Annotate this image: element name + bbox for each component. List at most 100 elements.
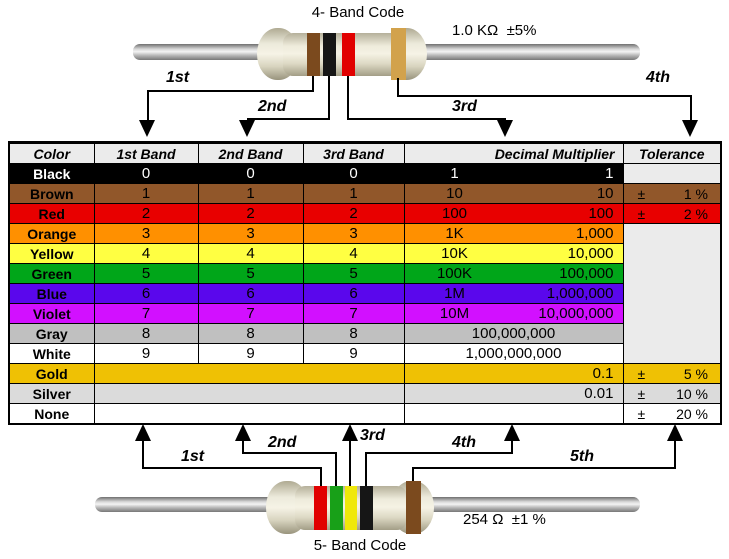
band3-cell: 0 xyxy=(302,163,405,184)
multiplier-shorthand: 10K xyxy=(441,245,468,262)
tolerance-wrap: ±5 % xyxy=(624,365,720,382)
band1-cell: 0 xyxy=(93,163,199,184)
arrow-line xyxy=(142,467,322,469)
band3-cell: 5 xyxy=(302,263,405,284)
merged-band-cell xyxy=(93,363,405,384)
band1-cell: 5 xyxy=(93,263,199,284)
multiplier-cell: 100,000,000 xyxy=(403,323,624,344)
multiplier-cell: 100K 100,000 xyxy=(403,263,624,284)
band1-cell: 4 xyxy=(93,243,199,264)
arrow-head-icon xyxy=(682,120,698,137)
multiplier-split: 100K 100,000 xyxy=(405,265,622,282)
arrow-line xyxy=(349,439,351,486)
tolerance-empty-cell xyxy=(622,223,722,364)
band2-cell: 4 xyxy=(197,243,304,264)
multiplier-cell: 1K 1,000 xyxy=(403,223,624,244)
color-name-cell: White xyxy=(8,343,95,364)
multiplier-cell: 10 10 xyxy=(403,183,624,204)
merged-band-cell xyxy=(93,383,405,404)
multiplier-shorthand: 1K xyxy=(445,225,464,242)
color-band-yellow xyxy=(345,486,357,530)
band3-cell: 3 xyxy=(302,223,405,244)
tolerance-wrap: ±2 % xyxy=(624,205,720,222)
header-color: Color xyxy=(8,142,95,164)
row-orange: Orange 3 3 3 1K 1,000 xyxy=(8,223,722,364)
multiplier-split: 10 10 xyxy=(405,185,622,202)
tolerance-sign: ± xyxy=(637,205,646,222)
tolerance-cell: ±5 % xyxy=(622,363,722,384)
color-name-cell: Black xyxy=(8,163,95,184)
arrow-head-icon xyxy=(239,120,255,137)
arrow-line xyxy=(312,76,314,92)
arrow-head-icon xyxy=(504,424,520,441)
band2-cell: 2 xyxy=(197,203,304,224)
multiplier-cell: 1M 1,000,000 xyxy=(403,283,624,304)
multiplier-shorthand: 10M xyxy=(439,305,470,322)
arrow-line xyxy=(412,467,676,469)
color-name-cell: None xyxy=(8,403,95,425)
band1-cell: 7 xyxy=(93,303,199,324)
band2-cell: 1 xyxy=(197,183,304,204)
multiplier-cell: 1,000,000,000 xyxy=(403,343,624,364)
color-band-green xyxy=(330,486,343,530)
color-band-red xyxy=(314,486,327,530)
band3-cell: 6 xyxy=(302,283,405,304)
multiplier-value: 10 xyxy=(596,185,614,202)
row-none: None ±20 % xyxy=(8,403,722,425)
arrow-head-icon xyxy=(235,424,251,441)
tolerance-sign: ± xyxy=(637,405,646,422)
arrow-line xyxy=(242,452,337,454)
row-gray: Gray 8 8 8 100,000,000 xyxy=(8,323,721,344)
band3-cell: 7 xyxy=(302,303,405,324)
color-name-cell: Green xyxy=(8,263,95,284)
arrow-label: 3rd xyxy=(360,427,385,444)
multiplier-value: 100 xyxy=(588,205,614,222)
row-blue: Blue 6 6 6 1M 1,000,000 xyxy=(8,283,721,304)
multiplier-value: 0.1 xyxy=(592,365,614,382)
band2-cell: 3 xyxy=(197,223,304,244)
band2-cell: 7 xyxy=(197,303,304,324)
tolerance-cell: ±20 % xyxy=(622,403,722,425)
arrow-label: 1st xyxy=(181,448,205,465)
arrow-label: 3rd xyxy=(452,98,477,115)
header-2nd-band: 2nd Band xyxy=(197,142,304,164)
band2-cell: 8 xyxy=(197,323,304,344)
multiplier-value: 1,000,000,000 xyxy=(465,345,562,362)
tolerance-value: 20 % xyxy=(676,405,708,422)
header-decimal-multiplier: Decimal Multiplier xyxy=(403,142,624,164)
five-band-value-label: 254 Ω ±1 % xyxy=(463,511,546,528)
arrow-head-icon xyxy=(497,120,513,137)
multiplier-split: 100 100 xyxy=(405,205,622,222)
multiplier-value: 100,000,000 xyxy=(471,325,556,342)
multiplier-cell: 0.1 xyxy=(403,363,624,384)
arrow-label: 4th xyxy=(646,69,670,86)
multiplier-shorthand: 100 xyxy=(441,205,468,222)
multiplier-value: 10,000,000 xyxy=(538,305,614,322)
color-band-black xyxy=(323,33,336,76)
color-code-table: Color 1st Band 2nd Band 3rd Band Decimal Mul… xyxy=(8,141,722,425)
arrow-line xyxy=(147,92,149,122)
band1-cell: 6 xyxy=(93,283,199,304)
multiplier-value: 100,000 xyxy=(559,265,614,282)
multiplier-value: 0.01 xyxy=(584,385,614,402)
band3-cell: 9 xyxy=(302,343,405,364)
band1-cell: 1 xyxy=(93,183,199,204)
band1-cell: 9 xyxy=(93,343,199,364)
tolerance-value: 1 % xyxy=(683,185,708,202)
color-band-red xyxy=(342,33,355,76)
arrow-line xyxy=(147,90,314,92)
arrow-line xyxy=(335,452,337,486)
multiplier-shorthand: 1M xyxy=(444,285,465,302)
tolerance-cell: ±10 % xyxy=(622,383,722,404)
multiplier-value: 1,000 xyxy=(575,225,614,242)
tolerance-value: 5 % xyxy=(683,365,708,382)
multiplier-cell: 10K 10,000 xyxy=(403,243,624,264)
multiplier-value: 1 xyxy=(605,165,614,182)
arrow-label: 2nd xyxy=(258,98,287,115)
color-name-cell: Silver xyxy=(8,383,95,404)
arrow-line xyxy=(365,452,513,454)
tolerance-value: 10 % xyxy=(676,385,708,402)
row-silver: Silver 0.01 ±10 % xyxy=(8,383,722,404)
band1-cell: 3 xyxy=(93,223,199,244)
